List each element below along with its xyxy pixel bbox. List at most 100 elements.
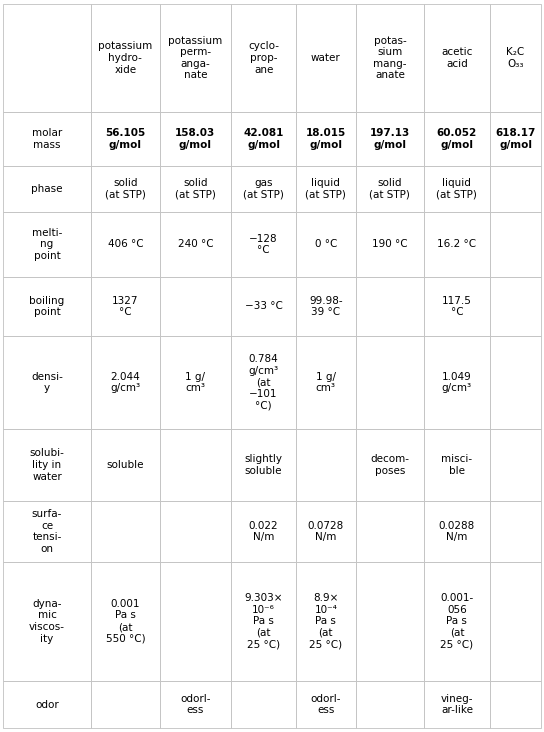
Text: 0.001
Pa s
(at
550 °C): 0.001 Pa s (at 550 °C) [106, 599, 145, 643]
Bar [159, 165, 231, 212]
Bar [356, 501, 424, 561]
Bar [3, 4, 91, 112]
Text: 406 °C: 406 °C [108, 239, 143, 250]
Bar [424, 429, 490, 501]
Bar [296, 212, 356, 277]
Text: 8.9×
10⁻⁴
Pa s
(at
25 °C): 8.9× 10⁻⁴ Pa s (at 25 °C) [310, 593, 342, 649]
Bar [296, 561, 356, 681]
Text: molar
mass: molar mass [32, 128, 62, 150]
Bar [3, 277, 91, 336]
Bar [3, 561, 91, 681]
Bar [356, 212, 424, 277]
Text: 117.5
°C: 117.5 °C [442, 296, 472, 317]
Bar [356, 113, 424, 165]
Bar [356, 165, 424, 212]
Text: slightly
soluble: slightly soluble [245, 455, 283, 476]
Bar [231, 561, 296, 681]
Bar [91, 429, 159, 501]
Bar [424, 501, 490, 561]
Bar [424, 165, 490, 212]
Bar [159, 336, 231, 429]
Bar [490, 501, 541, 561]
Bar [3, 336, 91, 429]
Text: 190 °C: 190 °C [372, 239, 407, 250]
Text: cyclo-
prop-
ane: cyclo- prop- ane [248, 42, 279, 75]
Bar [159, 113, 231, 165]
Bar [231, 681, 296, 728]
Text: liquid
(at STP): liquid (at STP) [436, 178, 477, 200]
Bar [159, 429, 231, 501]
Text: potas-
sium
mang-
anate: potas- sium mang- anate [373, 36, 406, 81]
Text: soluble: soluble [107, 460, 144, 470]
Bar [490, 4, 541, 112]
Text: 0.784
g/cm³
(at
−101
°C): 0.784 g/cm³ (at −101 °C) [249, 354, 279, 411]
Text: 1 g/
cm³: 1 g/ cm³ [316, 372, 336, 393]
Bar [91, 681, 159, 728]
Bar [424, 561, 490, 681]
Text: 197.13
g/mol: 197.13 g/mol [370, 128, 410, 150]
Bar [490, 429, 541, 501]
Bar [3, 113, 91, 165]
Text: 618.17
g/mol: 618.17 g/mol [496, 128, 536, 150]
Bar [296, 429, 356, 501]
Bar [159, 681, 231, 728]
Bar [231, 501, 296, 561]
Text: 1327
°C: 1327 °C [112, 296, 139, 317]
Bar [231, 277, 296, 336]
Bar [159, 212, 231, 277]
Text: 0.0728
N/m: 0.0728 N/m [308, 520, 344, 542]
Text: odor: odor [35, 700, 59, 709]
Text: odorl-
ess: odorl- ess [311, 694, 341, 715]
Text: 0.0288
N/m: 0.0288 N/m [439, 520, 475, 542]
Text: surfa-
ce
tensi-
on: surfa- ce tensi- on [32, 509, 62, 554]
Text: −128
°C: −128 °C [249, 234, 278, 255]
Text: gas
(at STP): gas (at STP) [243, 178, 284, 200]
Bar [490, 561, 541, 681]
Bar [3, 165, 91, 212]
Text: solid
(at STP): solid (at STP) [369, 178, 410, 200]
Bar [91, 165, 159, 212]
Bar [296, 501, 356, 561]
Bar [424, 212, 490, 277]
Bar [296, 681, 356, 728]
Bar [296, 277, 356, 336]
Text: 60.052
g/mol: 60.052 g/mol [437, 128, 477, 150]
Text: 42.081
g/mol: 42.081 g/mol [243, 128, 284, 150]
Bar [296, 336, 356, 429]
Bar [3, 501, 91, 561]
Text: 0.001-
056
Pa s
(at
25 °C): 0.001- 056 Pa s (at 25 °C) [440, 593, 473, 649]
Bar [296, 4, 356, 112]
Bar [490, 113, 541, 165]
Bar [356, 561, 424, 681]
Bar [231, 113, 296, 165]
Text: 16.2 °C: 16.2 °C [437, 239, 477, 250]
Text: K₂C
O₃₃: K₂C O₃₃ [506, 47, 524, 69]
Text: 99.98-
39 °C: 99.98- 39 °C [309, 296, 343, 317]
Bar [159, 4, 231, 112]
Bar [356, 429, 424, 501]
Bar [3, 681, 91, 728]
Bar [231, 212, 296, 277]
Text: 1 g/
cm³: 1 g/ cm³ [186, 372, 206, 393]
Bar [296, 113, 356, 165]
Bar [91, 277, 159, 336]
Bar [424, 113, 490, 165]
Text: 56.105
g/mol: 56.105 g/mol [106, 128, 145, 150]
Bar [231, 429, 296, 501]
Bar [490, 681, 541, 728]
Bar [91, 501, 159, 561]
Bar [3, 429, 91, 501]
Bar [490, 277, 541, 336]
Bar [91, 113, 159, 165]
Text: acetic
acid: acetic acid [441, 47, 473, 69]
Bar [356, 277, 424, 336]
Text: melti-
ng
point: melti- ng point [32, 228, 62, 261]
Bar [91, 336, 159, 429]
Text: dyna-
mic
viscos-
ity: dyna- mic viscos- ity [29, 599, 65, 643]
Bar [424, 4, 490, 112]
Text: 158.03
g/mol: 158.03 g/mol [175, 128, 215, 150]
Bar [91, 4, 159, 112]
Bar [296, 165, 356, 212]
Bar [490, 165, 541, 212]
Bar [159, 277, 231, 336]
